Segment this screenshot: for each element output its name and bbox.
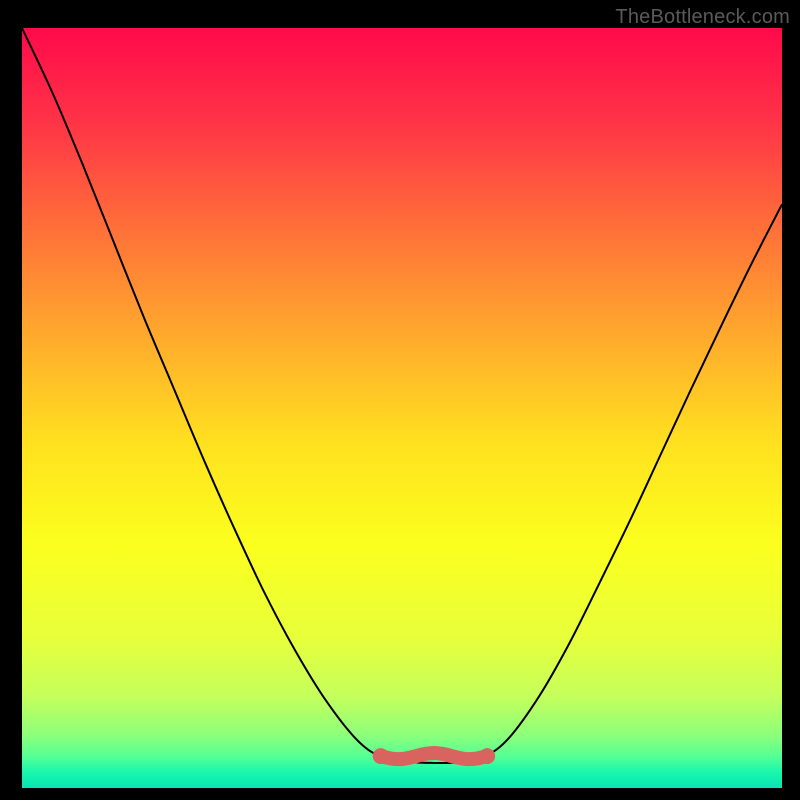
plot-gradient-background (22, 28, 782, 788)
chart-container: TheBottleneck.com (0, 0, 800, 800)
valley-marker-dot-left (373, 748, 389, 764)
watermark-text: TheBottleneck.com (615, 6, 790, 29)
valley-marker-segment (381, 753, 487, 759)
bottleneck-chart-svg (0, 0, 800, 800)
valley-marker-dot-right (479, 748, 495, 764)
